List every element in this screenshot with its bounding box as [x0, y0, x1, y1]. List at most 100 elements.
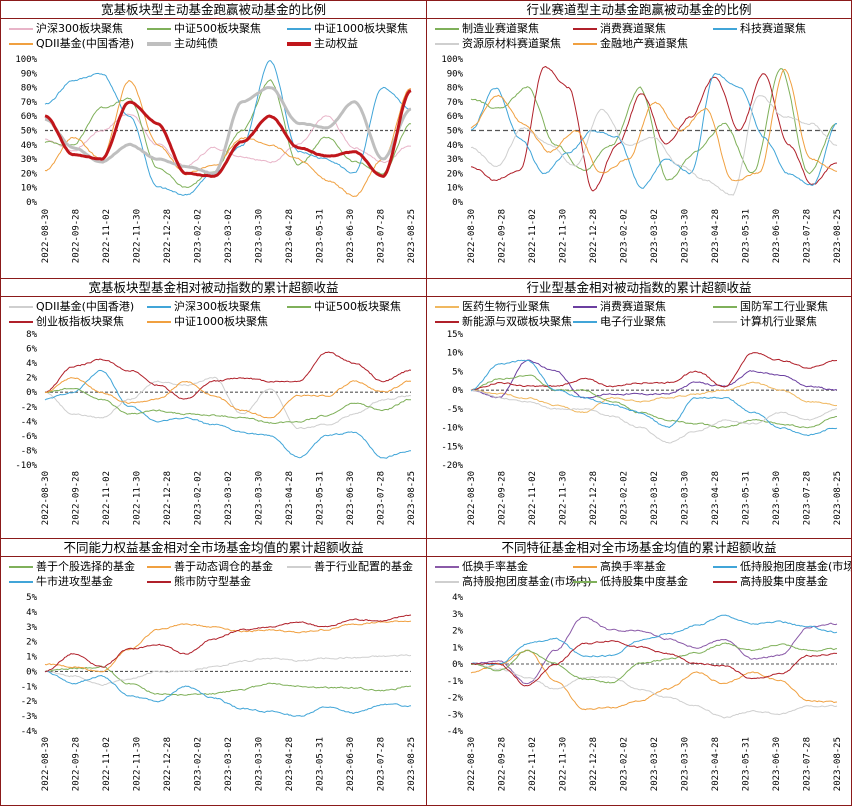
x-tick-label: 2023-03-02 [224, 209, 234, 263]
series-line [44, 387, 411, 424]
legend-label: 消费赛道聚焦 [600, 22, 666, 35]
y-tick-label: 0% [26, 667, 37, 677]
series-line [44, 89, 412, 178]
legend-swatch [9, 321, 33, 323]
x-tick-label: 2022-11-30 [559, 471, 569, 525]
legend-label: 计算机行业聚焦 [740, 315, 817, 328]
x-tick-label: 2022-11-02 [528, 737, 538, 791]
x-tick-label: 2022-11-30 [559, 209, 569, 263]
legend-swatch [435, 28, 459, 30]
legend-item: 中证1000板块聚焦 [147, 315, 268, 329]
x-tick-label: 2022-12-28 [163, 737, 173, 791]
y-tick-label: -1% [21, 682, 38, 692]
legend-item: 新能源与双碳板块聚焦 [435, 315, 572, 329]
y-tick-label: 10% [21, 184, 38, 194]
series-line [45, 670, 412, 717]
legend-label: 中证1000板块聚焦 [314, 22, 408, 35]
chart-legend: 医药生物行业聚焦 消费赛道聚焦 国防军工行业聚焦 新能源与双碳板块聚焦 电子行业聚焦 计算… [435, 300, 847, 334]
x-tick-label: 2023-04-28 [711, 209, 721, 263]
x-tick-label: 2023-04-28 [711, 471, 721, 525]
x-tick-label: 2023-08-25 [833, 471, 843, 525]
x-tick-label: 2022-11-02 [528, 209, 538, 263]
legend-label: QDII基金(中国香港) [36, 37, 135, 50]
legend-label: 创业板指板块聚焦 [36, 315, 124, 328]
y-tick-label: 80% [447, 84, 464, 94]
plot-area: 0% 10% 20% 30% 40% 50% 60% 70% 80% 90% 100% 2022-08… [441, 55, 843, 263]
legend-swatch [713, 566, 737, 568]
legend-label: 新能源与双碳板块聚焦 [462, 315, 572, 328]
x-tick-label: 2023-02-02 [194, 209, 204, 263]
legend-swatch [435, 43, 459, 45]
legend-item: 消费赛道聚焦 [573, 22, 666, 36]
y-tick-label: -8% [21, 446, 38, 456]
y-tick-label: 50% [21, 127, 38, 137]
x-tick-label: 2022-09-28 [72, 471, 82, 525]
legend-swatch [435, 321, 459, 323]
y-tick-label: 30% [21, 155, 38, 165]
legend-item: 善于行业配置的基金 [287, 560, 413, 574]
y-tick-label: 0% [26, 388, 37, 398]
x-tick-label: 2023-06-30 [346, 737, 356, 791]
y-tick-label: 40% [21, 141, 38, 151]
y-tick-label: -15% [441, 442, 463, 452]
chart-title: 宽基板块型主动基金跑赢被动基金的比例 [1, 1, 426, 19]
x-tick-label: 2022-09-28 [72, 737, 82, 791]
legend-item: 计算机行业聚焦 [713, 315, 817, 329]
x-tick-label: 2023-06-30 [772, 471, 782, 525]
x-tick-label: 2023-02-02 [194, 471, 204, 525]
y-tick-label: 1% [452, 643, 463, 653]
legend-item: 高持股抱团度基金(市场内) [435, 575, 592, 589]
series-line [470, 381, 838, 413]
y-tick-label: -10% [441, 424, 463, 434]
series-line [44, 665, 412, 696]
legend-swatch [9, 28, 33, 30]
legend-item: 高持股集中度基金 [713, 575, 828, 589]
legend-label: 科技赛道聚焦 [740, 22, 806, 35]
legend-swatch [435, 306, 459, 308]
chart-panel-industry-track-win-ratio: 行业赛道型主动基金跑赢被动基金的比例 制造业赛道聚焦 消费赛道聚焦 科技赛道聚焦 资源… [426, 0, 852, 279]
legend-swatch [713, 321, 737, 323]
y-tick-label: 100% [15, 55, 37, 65]
legend-item: 高换手率基金 [573, 560, 666, 574]
legend-swatch [147, 566, 171, 568]
x-tick-label: 2023-03-30 [255, 471, 265, 525]
x-tick-label: 2022-12-28 [163, 209, 173, 263]
legend-item: 创业板指板块聚焦 [9, 315, 124, 329]
legend-label: 沪深300板块聚焦 [174, 300, 261, 313]
x-tick-label: 2022-12-28 [589, 471, 599, 525]
x-tick-label: 2023-05-31 [316, 471, 326, 525]
series-line [470, 614, 838, 666]
y-tick-label: 0% [26, 198, 37, 208]
plot-area: -10% -8% -6% -4% -2% 0% 2% 4% 6% 8% 2022-08-30 2022… [15, 330, 417, 525]
legend-item: 科技赛道聚焦 [713, 22, 806, 36]
legend-swatch [573, 43, 597, 45]
legend-label: 消费赛道聚焦 [600, 300, 666, 313]
chart-title: 不同特征基金相对全市场基金均值的累计超额收益 [427, 539, 851, 557]
legend-item: 沪深300板块聚焦 [9, 22, 123, 36]
legend-label: 善于个股选择的基金 [36, 560, 135, 573]
legend-swatch [287, 42, 311, 46]
x-tick-label: 2023-07-28 [377, 209, 387, 263]
series-line [470, 663, 838, 719]
x-tick-label: 2023-03-30 [255, 209, 265, 263]
legend-label: 中证500板块聚焦 [314, 300, 401, 313]
legend-label: 制造业赛道聚焦 [462, 22, 539, 35]
legend-item: QDII基金(中国香港) [9, 300, 134, 314]
chart-legend: 沪深300板块聚焦 中证500板块聚焦 中证1000板块聚焦 QDII基金(中国香港)… [9, 22, 422, 56]
x-tick-label: 2023-03-02 [650, 471, 660, 525]
x-tick-label: 2023-03-02 [224, 471, 234, 525]
y-tick-label: 100% [441, 55, 463, 65]
chart-legend: 制造业赛道聚焦 消费赛道聚焦 科技赛道聚焦 资源原材料赛道聚焦 金融地产赛道聚焦 [435, 22, 847, 56]
legend-swatch [287, 306, 311, 308]
x-tick-label: 2023-08-25 [833, 209, 843, 263]
x-tick-label: 2022-11-02 [102, 209, 112, 263]
legend-label: 牛市进攻型基金 [36, 575, 113, 588]
legend-label: 低换手率基金 [462, 560, 528, 573]
series-line [470, 616, 838, 685]
y-tick-label: 10% [447, 184, 464, 194]
y-tick-label: -4% [447, 727, 464, 737]
x-tick-label: 2023-03-30 [255, 737, 265, 791]
x-tick-label: 2022-11-02 [102, 471, 112, 525]
y-tick-label: 1% [26, 653, 37, 663]
